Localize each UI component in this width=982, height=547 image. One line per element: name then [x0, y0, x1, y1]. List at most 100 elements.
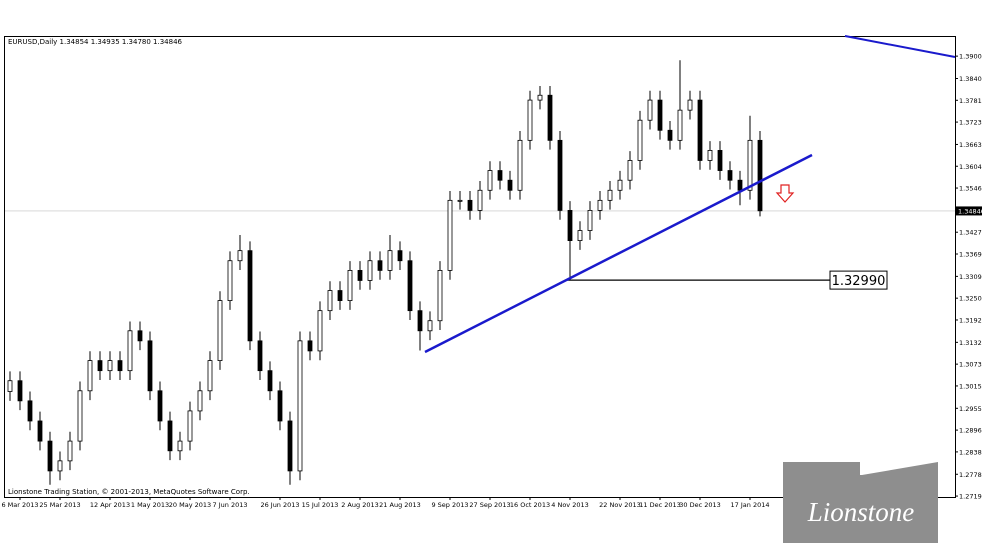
candle-body	[517, 139, 523, 191]
logo-box	[783, 462, 938, 543]
x-tick-label: 16 Oct 2013	[510, 501, 550, 509]
candle-body	[617, 179, 623, 191]
candle-body	[157, 390, 163, 422]
candle-body	[397, 250, 403, 262]
candle-body	[67, 440, 73, 462]
candle-body	[197, 390, 203, 412]
y-tick-label: 1.35460	[959, 185, 982, 193]
candle-body	[257, 340, 263, 372]
y-tick-label: 1.28965	[959, 427, 982, 435]
candle-body	[597, 199, 603, 211]
y-tick-label: 1.29550	[959, 405, 982, 413]
candle-body	[567, 210, 573, 241]
candle-body	[627, 160, 633, 181]
candle-body	[177, 440, 183, 452]
candle-body	[267, 370, 273, 392]
candle-body	[687, 99, 693, 111]
x-tick-label: 17 Jan 2014	[731, 501, 770, 509]
trend-line	[424, 153, 813, 354]
candle-body	[437, 270, 443, 322]
candle-body	[237, 250, 243, 262]
candle-body	[77, 390, 83, 442]
x-tick-label: 26 Jun 2013	[260, 501, 299, 509]
y-tick-label: 1.34275	[959, 229, 982, 237]
candle-body	[537, 94, 543, 101]
candle-body	[697, 99, 703, 161]
candle-body	[527, 99, 533, 141]
level-label: 1.32990	[832, 274, 886, 289]
candle-body	[447, 199, 453, 271]
candle-body	[167, 420, 173, 452]
candle-body	[357, 270, 363, 281]
candle-body	[577, 230, 583, 241]
x-tick-label: 27 Sep 2013	[469, 501, 510, 509]
candle-body	[647, 99, 653, 121]
candle-body	[187, 410, 193, 442]
candle-body	[37, 420, 43, 442]
candle-body	[17, 380, 23, 402]
y-tick-label: 1.27780	[959, 471, 982, 479]
candle-body	[7, 380, 13, 392]
candle-body	[747, 139, 753, 191]
candle-body	[417, 310, 423, 332]
candle-body	[717, 150, 723, 171]
candle-body	[137, 330, 143, 342]
x-tick-label: 25 Mar 2013	[39, 501, 80, 509]
candle-body	[457, 199, 463, 202]
candle-body	[337, 290, 343, 301]
candle-body	[407, 260, 413, 312]
candle-body	[87, 360, 93, 392]
candle-body	[467, 199, 473, 211]
y-tick-label: 1.36630	[959, 141, 982, 149]
candle-body	[277, 390, 283, 422]
candle-body	[287, 420, 293, 472]
x-tick-label: 15 Jul 2013	[302, 501, 339, 509]
last-price-box	[956, 206, 982, 216]
candle-body	[327, 290, 333, 312]
y-tick-label: 1.37815	[959, 97, 982, 105]
y-tick-label: 1.36045	[959, 163, 982, 171]
y-tick-label: 1.28380	[959, 448, 982, 456]
candle-body	[247, 250, 253, 342]
candle-body	[477, 189, 483, 211]
y-tick-label: 1.31320	[959, 339, 982, 347]
candle-body	[377, 260, 383, 271]
x-tick-label: 20 May 2013	[169, 501, 211, 509]
y-tick-label: 1.27195	[959, 493, 982, 501]
x-tick-label: 1 May 2013	[131, 501, 169, 509]
x-tick-label: 9 Sep 2013	[431, 501, 468, 509]
candle-body	[317, 310, 323, 352]
down-arrow	[775, 184, 795, 203]
y-tick-label: 1.37230	[959, 119, 982, 127]
logo: Lionstone	[807, 497, 915, 527]
candle-body	[227, 260, 233, 301]
candle-body	[217, 300, 223, 362]
y-tick-label: 1.30150	[959, 382, 982, 390]
x-tick-label: 30 Dec 2013	[679, 501, 721, 509]
candle-body	[607, 189, 613, 201]
x-tick-label: 6 Mar 2013	[1, 501, 38, 509]
y-tick-label: 1.31920	[959, 316, 982, 324]
candle-body	[557, 139, 563, 211]
candle-body	[367, 260, 373, 281]
x-tick-label: 7 Jun 2013	[213, 501, 248, 509]
candle-body	[757, 139, 763, 212]
candle-body	[307, 340, 313, 352]
x-tick-label: 21 Aug 2013	[379, 501, 421, 509]
trend-line	[844, 35, 956, 58]
candle-body	[117, 360, 123, 372]
candle-body	[97, 360, 103, 372]
candle-body	[127, 330, 133, 372]
x-tick-label: 2 Aug 2013	[341, 501, 379, 509]
candle-body	[107, 360, 113, 372]
candle-body	[427, 320, 433, 332]
candle-body	[57, 460, 63, 472]
candle-body	[677, 109, 683, 141]
x-tick-label: 12 Apr 2013	[90, 501, 130, 509]
candle-body	[207, 360, 213, 392]
y-tick-label: 1.30735	[959, 361, 982, 369]
plot: 1.39000 1.38400 1.37815 1.37230 1.36630 1.360…	[1, 53, 982, 509]
candle-body	[507, 179, 513, 191]
